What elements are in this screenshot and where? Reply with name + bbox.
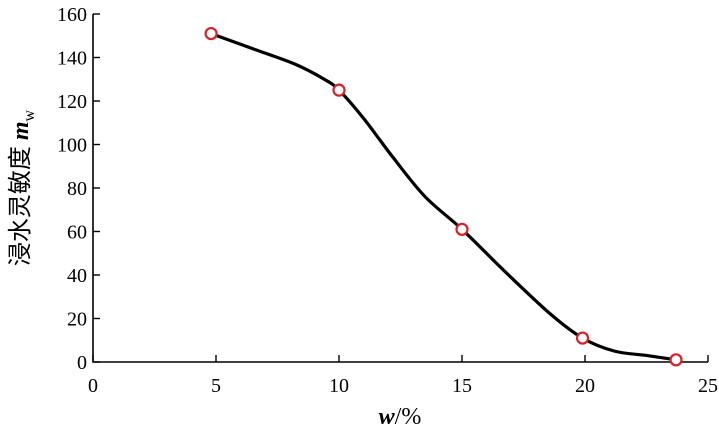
series-line (209, 31, 678, 362)
y-axis-sub: w (21, 109, 38, 121)
y-tick-label: 120 (57, 91, 87, 113)
x-axis-var: w (379, 404, 396, 429)
x-axis-title: w/% (379, 404, 422, 429)
x-tick-label: 15 (452, 375, 472, 397)
y-axis-text: 浸水灵敏度 (7, 140, 34, 266)
series-layer (204, 26, 683, 367)
data-point (455, 222, 469, 236)
y-tick-label: 160 (57, 4, 87, 26)
data-point (332, 83, 346, 97)
y-tick-label: 40 (67, 265, 87, 287)
x-tick-label: 20 (575, 375, 595, 397)
x-tick-label: 10 (329, 375, 349, 397)
data-point (204, 26, 218, 41)
y-tick-label: 80 (67, 178, 87, 200)
y-tick-label: 140 (57, 48, 87, 70)
y-tick-label: 100 (57, 135, 87, 157)
data-point (669, 353, 683, 367)
x-axis-suffix: /% (395, 404, 422, 429)
y-axis-ticks: 0 20 40 60 80 100 120 140 160 (57, 4, 100, 374)
y-tick-label: 60 (67, 222, 87, 244)
y-axis-title: 浸水灵敏度 mw (7, 109, 38, 266)
data-point (575, 331, 590, 345)
y-axis-var: m (8, 121, 34, 140)
x-tick-label: 5 (211, 375, 221, 397)
y-tick-label: 0 (77, 352, 87, 374)
plot-frame (92, 14, 708, 363)
x-tick-label: 25 (698, 375, 718, 397)
x-tick-label: 0 (88, 375, 98, 397)
x-axis-ticks: 0 5 10 15 20 25 (88, 355, 718, 397)
y-tick-label: 20 (67, 309, 87, 331)
axes (92, 14, 708, 363)
